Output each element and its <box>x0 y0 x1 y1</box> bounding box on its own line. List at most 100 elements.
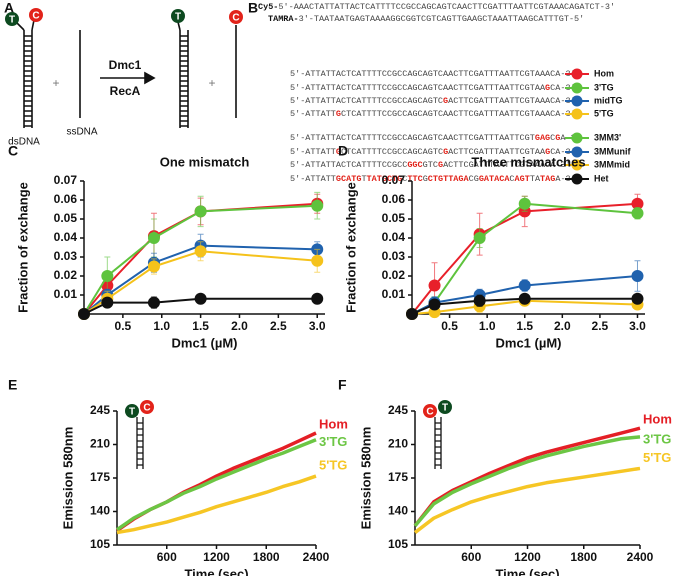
dye-label: TAMRA- <box>268 14 299 24</box>
sequence-part: ACTTCGATTTAATTCGTAAACA-3' <box>448 96 576 106</box>
y-tick-label: 0.03 <box>54 249 78 263</box>
sequence-part: G <box>423 174 428 184</box>
sequence: 5'-ATTATTACTCATTTTCCGCCAGCAGTCAACTTCGATT… <box>290 69 576 79</box>
sequence: 5'-ATTATTGCTCATTTTCCGCCAGCAGTCGACTTCGATT… <box>290 147 576 157</box>
ds-marker <box>171 9 185 23</box>
legend-marker <box>571 173 583 185</box>
data-point <box>406 308 418 320</box>
mismatch: G <box>336 147 341 157</box>
sequence: 5'-ATTATTGCTCATTTTCCGCCAGCAGTCAACTTCGATT… <box>290 109 576 119</box>
x-tick-label: 1.0 <box>153 319 170 333</box>
product-ds-label: T <box>175 12 181 23</box>
y-tick-label: 0.01 <box>382 287 406 301</box>
series-label: Hom <box>319 416 348 431</box>
inset-marker <box>423 404 437 418</box>
data-point <box>428 279 441 292</box>
sequence-part: 5'-ATTATTACTCATTTTCCGCCAGCAGTC <box>290 96 443 106</box>
legend-label: midTG <box>594 95 623 105</box>
data-point <box>194 245 207 258</box>
data-point <box>147 296 160 309</box>
mismatch: TAG <box>540 174 555 184</box>
x-tick-label: 1.5 <box>516 319 533 333</box>
plus: + <box>208 76 215 90</box>
panel-b: Cy5-5'-AAACTATTATTACTCATTTTCCGCCAGCAGTCA… <box>258 2 631 185</box>
sequence-part: 5'-ATTATT <box>290 109 336 119</box>
legend-label: 5'TG <box>594 108 614 118</box>
chart-title: Three mismatches <box>471 154 585 169</box>
ds-bottom-label: C <box>32 11 39 22</box>
sequence: 5'-AAACTATTATTACTCATTTTCCGCCAGCAGTCAACTT… <box>278 2 615 12</box>
x-tick-label: 2400 <box>303 550 330 564</box>
sequence: 5'-ATTATTGCATGTTATGCTGCTTCGCTGTTAGACGGAT… <box>290 174 576 184</box>
ss-marker <box>229 10 243 24</box>
x-axis-label: Time (sec) <box>184 566 248 576</box>
legend-marker <box>571 108 583 120</box>
x-tick-label: 1800 <box>570 550 597 564</box>
sequence-part: CG <box>469 174 479 184</box>
panel-label: D <box>338 143 348 159</box>
ds-marker <box>29 8 43 22</box>
legend-marker <box>571 68 583 80</box>
x-tick-label: 0.5 <box>115 319 132 333</box>
sequence-part: 5'-ATTATT <box>290 174 336 184</box>
legend-label: Het <box>594 173 609 183</box>
x-tick-label: 2.5 <box>592 319 609 333</box>
panel-a: A T C + ssDNA dsDNA Dmc1 RecA T + C <box>4 0 243 148</box>
sequence-part: ACTTCGATTTAATTCGTAAACA-3' <box>443 160 571 170</box>
ssdna-label: ssDNA <box>66 127 97 138</box>
y-tick-label: 210 <box>90 437 110 451</box>
mismatch: GCATG <box>336 174 362 184</box>
y-tick-label: 0.03 <box>382 249 406 263</box>
y-tick-label: 140 <box>388 504 408 518</box>
data-point <box>78 308 90 320</box>
y-tick-label: 175 <box>388 470 408 484</box>
mismatch: G <box>555 133 560 143</box>
panel-label: C <box>8 143 18 159</box>
mismatch: CTGTTAGA <box>428 174 470 184</box>
y-tick-label: 0.07 <box>54 173 78 187</box>
inset-marker <box>125 404 139 418</box>
mismatch: GATACA <box>479 174 511 184</box>
x-tick-label: 3.0 <box>309 319 326 333</box>
y-tick-label: 210 <box>388 437 408 451</box>
data-point <box>631 270 644 282</box>
data-point <box>311 199 324 212</box>
data-point <box>473 232 486 244</box>
inset-label: C <box>143 403 150 414</box>
legend-marker <box>571 159 583 171</box>
data-point <box>147 260 160 273</box>
y-axis-label: Fraction of exchange <box>343 182 358 313</box>
series-label: 3'TG <box>643 431 671 446</box>
sequence-part: ACTTCGATTTAATTCGTAA <box>448 147 546 157</box>
x-tick-label: 600 <box>461 550 481 564</box>
data-point <box>311 254 324 267</box>
inset-label: T <box>442 403 448 414</box>
sequence-part: T <box>361 174 366 184</box>
legend-marker <box>571 146 583 158</box>
x-tick-label: 1200 <box>514 550 541 564</box>
legend-label: 3MMunif <box>594 146 631 156</box>
x-tick-label: 1.5 <box>192 319 209 333</box>
legend-label: 3MM3' <box>594 132 621 142</box>
ds-top-label: T <box>9 15 15 26</box>
data-point <box>194 292 207 305</box>
y-tick-label: 0.02 <box>382 268 406 282</box>
panel-label: A <box>4 0 14 16</box>
x-axis-label: Time (sec) <box>495 566 559 576</box>
inset-hairpin <box>434 417 442 469</box>
inset-marker <box>438 400 452 414</box>
strand: Cy5-5'-AAACTATTATTACTCATTTTCCGCCAGCAGTCA… <box>258 2 615 12</box>
mismatch: TATGCTG <box>367 174 403 184</box>
plus: + <box>52 76 59 90</box>
y-tick-label: 0.01 <box>54 287 78 301</box>
y-tick-label: 0.04 <box>54 230 78 244</box>
y-tick-label: 0.05 <box>382 211 406 225</box>
y-tick-label: 140 <box>90 504 110 518</box>
x-tick-label: 1.0 <box>479 319 496 333</box>
y-tick-label: 105 <box>90 537 110 551</box>
y-tick-label: 0.06 <box>54 192 78 206</box>
inset-label: T <box>129 407 135 418</box>
data-point <box>101 270 114 282</box>
mismatch: G <box>438 160 443 170</box>
